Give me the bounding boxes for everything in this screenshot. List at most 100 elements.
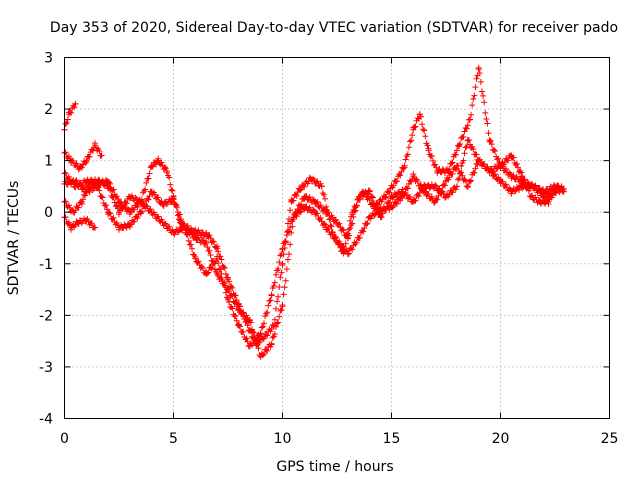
data-point: [225, 286, 231, 293]
grid: [64, 57, 610, 419]
data-point: [497, 162, 504, 169]
data-point: [68, 224, 75, 231]
series-markers: [61, 140, 105, 173]
data-point: [159, 219, 166, 226]
data-point: [137, 209, 144, 216]
data-point: [301, 193, 308, 200]
series-markers: [61, 137, 567, 360]
data-point: [475, 157, 482, 164]
data-point: [486, 137, 493, 144]
data-point: [296, 186, 303, 193]
y-tick-label: 1: [44, 154, 53, 170]
data-point: [181, 224, 188, 231]
data-point: [279, 245, 286, 252]
data-point: [443, 178, 449, 185]
data-point: [268, 291, 275, 298]
data-point: [163, 167, 170, 174]
data-point: [366, 188, 373, 195]
data-point: [519, 183, 526, 190]
data-point: [475, 64, 482, 71]
data-point: [434, 167, 441, 174]
data-point: [105, 209, 112, 216]
data-point: [170, 196, 177, 203]
data-point: [126, 222, 133, 229]
data-point: [541, 188, 548, 195]
data-point: [560, 186, 567, 193]
data-point: [388, 193, 395, 200]
data-point: [170, 229, 177, 236]
data-point: [70, 209, 77, 216]
data-point: [290, 214, 297, 221]
data-point: [225, 296, 231, 303]
data-point: [334, 219, 340, 226]
data-point: [344, 235, 351, 241]
data-point: [410, 198, 417, 205]
series-arc-c: [61, 64, 567, 349]
series-arc-d: [61, 156, 567, 350]
data-point: [388, 204, 395, 211]
data-point: [98, 152, 105, 159]
x-tick-label: 25: [601, 431, 619, 447]
data-point: [192, 235, 199, 241]
data-point: [425, 147, 432, 154]
data-point: [464, 137, 471, 144]
data-point: [246, 343, 253, 350]
data-point: [443, 193, 449, 200]
x-tick-label: 0: [60, 431, 69, 447]
data-point: [92, 224, 99, 231]
data-point: [432, 183, 439, 190]
data-point: [519, 178, 526, 185]
data-point: [257, 353, 264, 360]
y-axis-label: SDTVAR / TECUs: [6, 181, 22, 296]
data-point: [528, 193, 535, 200]
data-point: [323, 209, 330, 216]
data-point: [116, 198, 122, 205]
data-point: [246, 317, 253, 324]
data-point: [432, 198, 439, 205]
data-point: [65, 111, 72, 118]
data-point: [307, 175, 314, 182]
data-point: [74, 219, 81, 226]
data-point: [318, 183, 325, 190]
data-point: [105, 183, 112, 190]
x-axis-label: GPS time / hours: [276, 459, 393, 475]
data-point: [334, 237, 340, 244]
data-point: [87, 178, 94, 185]
data-point: [508, 188, 515, 195]
data-point: [203, 271, 210, 278]
data-point: [288, 198, 295, 205]
data-point: [83, 216, 90, 223]
data-point: [214, 255, 221, 262]
data-point: [116, 209, 122, 216]
data-point: [192, 255, 199, 262]
data-point: [366, 214, 373, 221]
data-point: [257, 330, 264, 337]
series-markers: [61, 156, 567, 350]
data-point: [196, 229, 203, 236]
data-point: [83, 157, 90, 164]
data-point: [392, 178, 399, 185]
data-point: [262, 332, 269, 339]
data-point: [126, 193, 133, 200]
series-arc-b: [61, 140, 105, 173]
data-point: [235, 307, 242, 314]
data-point: [205, 232, 212, 239]
y-tick-label: -2: [39, 308, 53, 324]
data-point: [312, 198, 319, 205]
data-point: [159, 201, 166, 208]
data-point: [355, 193, 362, 200]
data-point: [464, 183, 471, 190]
data-point: [96, 178, 103, 185]
data-point: [225, 276, 231, 283]
data-point: [235, 322, 242, 329]
y-tick-label: -3: [39, 360, 53, 376]
data-point: [381, 193, 388, 200]
y-tick-label: -1: [39, 257, 53, 273]
data-point: [421, 183, 428, 190]
data-point: [519, 173, 526, 180]
series-arc-f: [61, 214, 99, 233]
data-point: [466, 116, 473, 123]
axis-ticks: 0 5 10 15 20 25 -4 -3 -2 -1 0 1 2 3: [39, 51, 618, 448]
y-tick-label: 2: [44, 102, 53, 118]
